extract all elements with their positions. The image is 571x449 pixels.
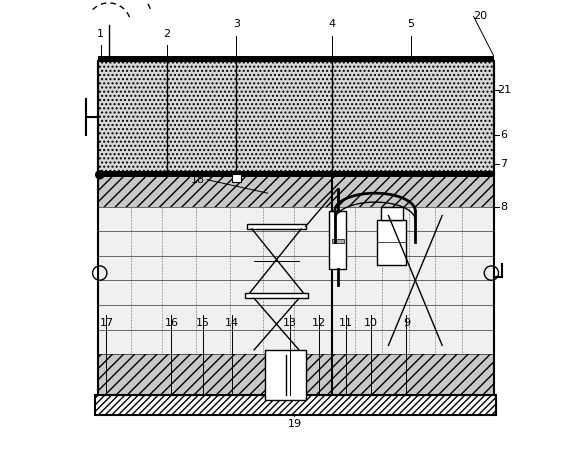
Text: 9: 9 [403, 318, 410, 328]
Text: 16: 16 [164, 318, 178, 328]
Text: 14: 14 [225, 318, 239, 328]
Bar [232, 174, 241, 182]
Bar [98, 61, 494, 173]
Text: 18: 18 [191, 175, 206, 185]
Text: 6: 6 [500, 130, 508, 140]
Text: 2: 2 [163, 29, 171, 39]
Bar [332, 207, 494, 354]
Bar [98, 207, 332, 354]
Bar [98, 171, 494, 175]
Text: 13: 13 [283, 318, 297, 328]
Bar [329, 211, 347, 269]
Text: 1: 1 [97, 29, 104, 39]
Text: 15: 15 [196, 318, 210, 328]
Bar [332, 238, 344, 243]
Text: 5: 5 [407, 19, 415, 30]
Bar [266, 350, 305, 400]
Text: 19: 19 [287, 418, 301, 429]
Bar [332, 354, 494, 395]
Bar [377, 220, 407, 265]
Text: 17: 17 [99, 318, 114, 328]
Bar [98, 354, 332, 395]
Circle shape [96, 171, 104, 179]
Text: 4: 4 [329, 19, 336, 30]
Bar [381, 207, 403, 220]
Bar [247, 224, 305, 229]
Bar [98, 172, 494, 176]
Bar [98, 61, 494, 173]
Bar [98, 173, 494, 395]
Bar [98, 56, 494, 61]
Text: 12: 12 [312, 318, 326, 328]
Text: 10: 10 [364, 318, 377, 328]
Text: 21: 21 [497, 85, 511, 95]
Text: 20: 20 [473, 11, 487, 22]
Bar [95, 395, 496, 415]
Text: 11: 11 [339, 318, 353, 328]
Text: 8: 8 [500, 202, 508, 211]
Bar [332, 173, 494, 207]
Text: 3: 3 [233, 19, 240, 30]
Bar [245, 293, 308, 298]
Bar [98, 173, 332, 207]
Text: 7: 7 [500, 159, 508, 169]
